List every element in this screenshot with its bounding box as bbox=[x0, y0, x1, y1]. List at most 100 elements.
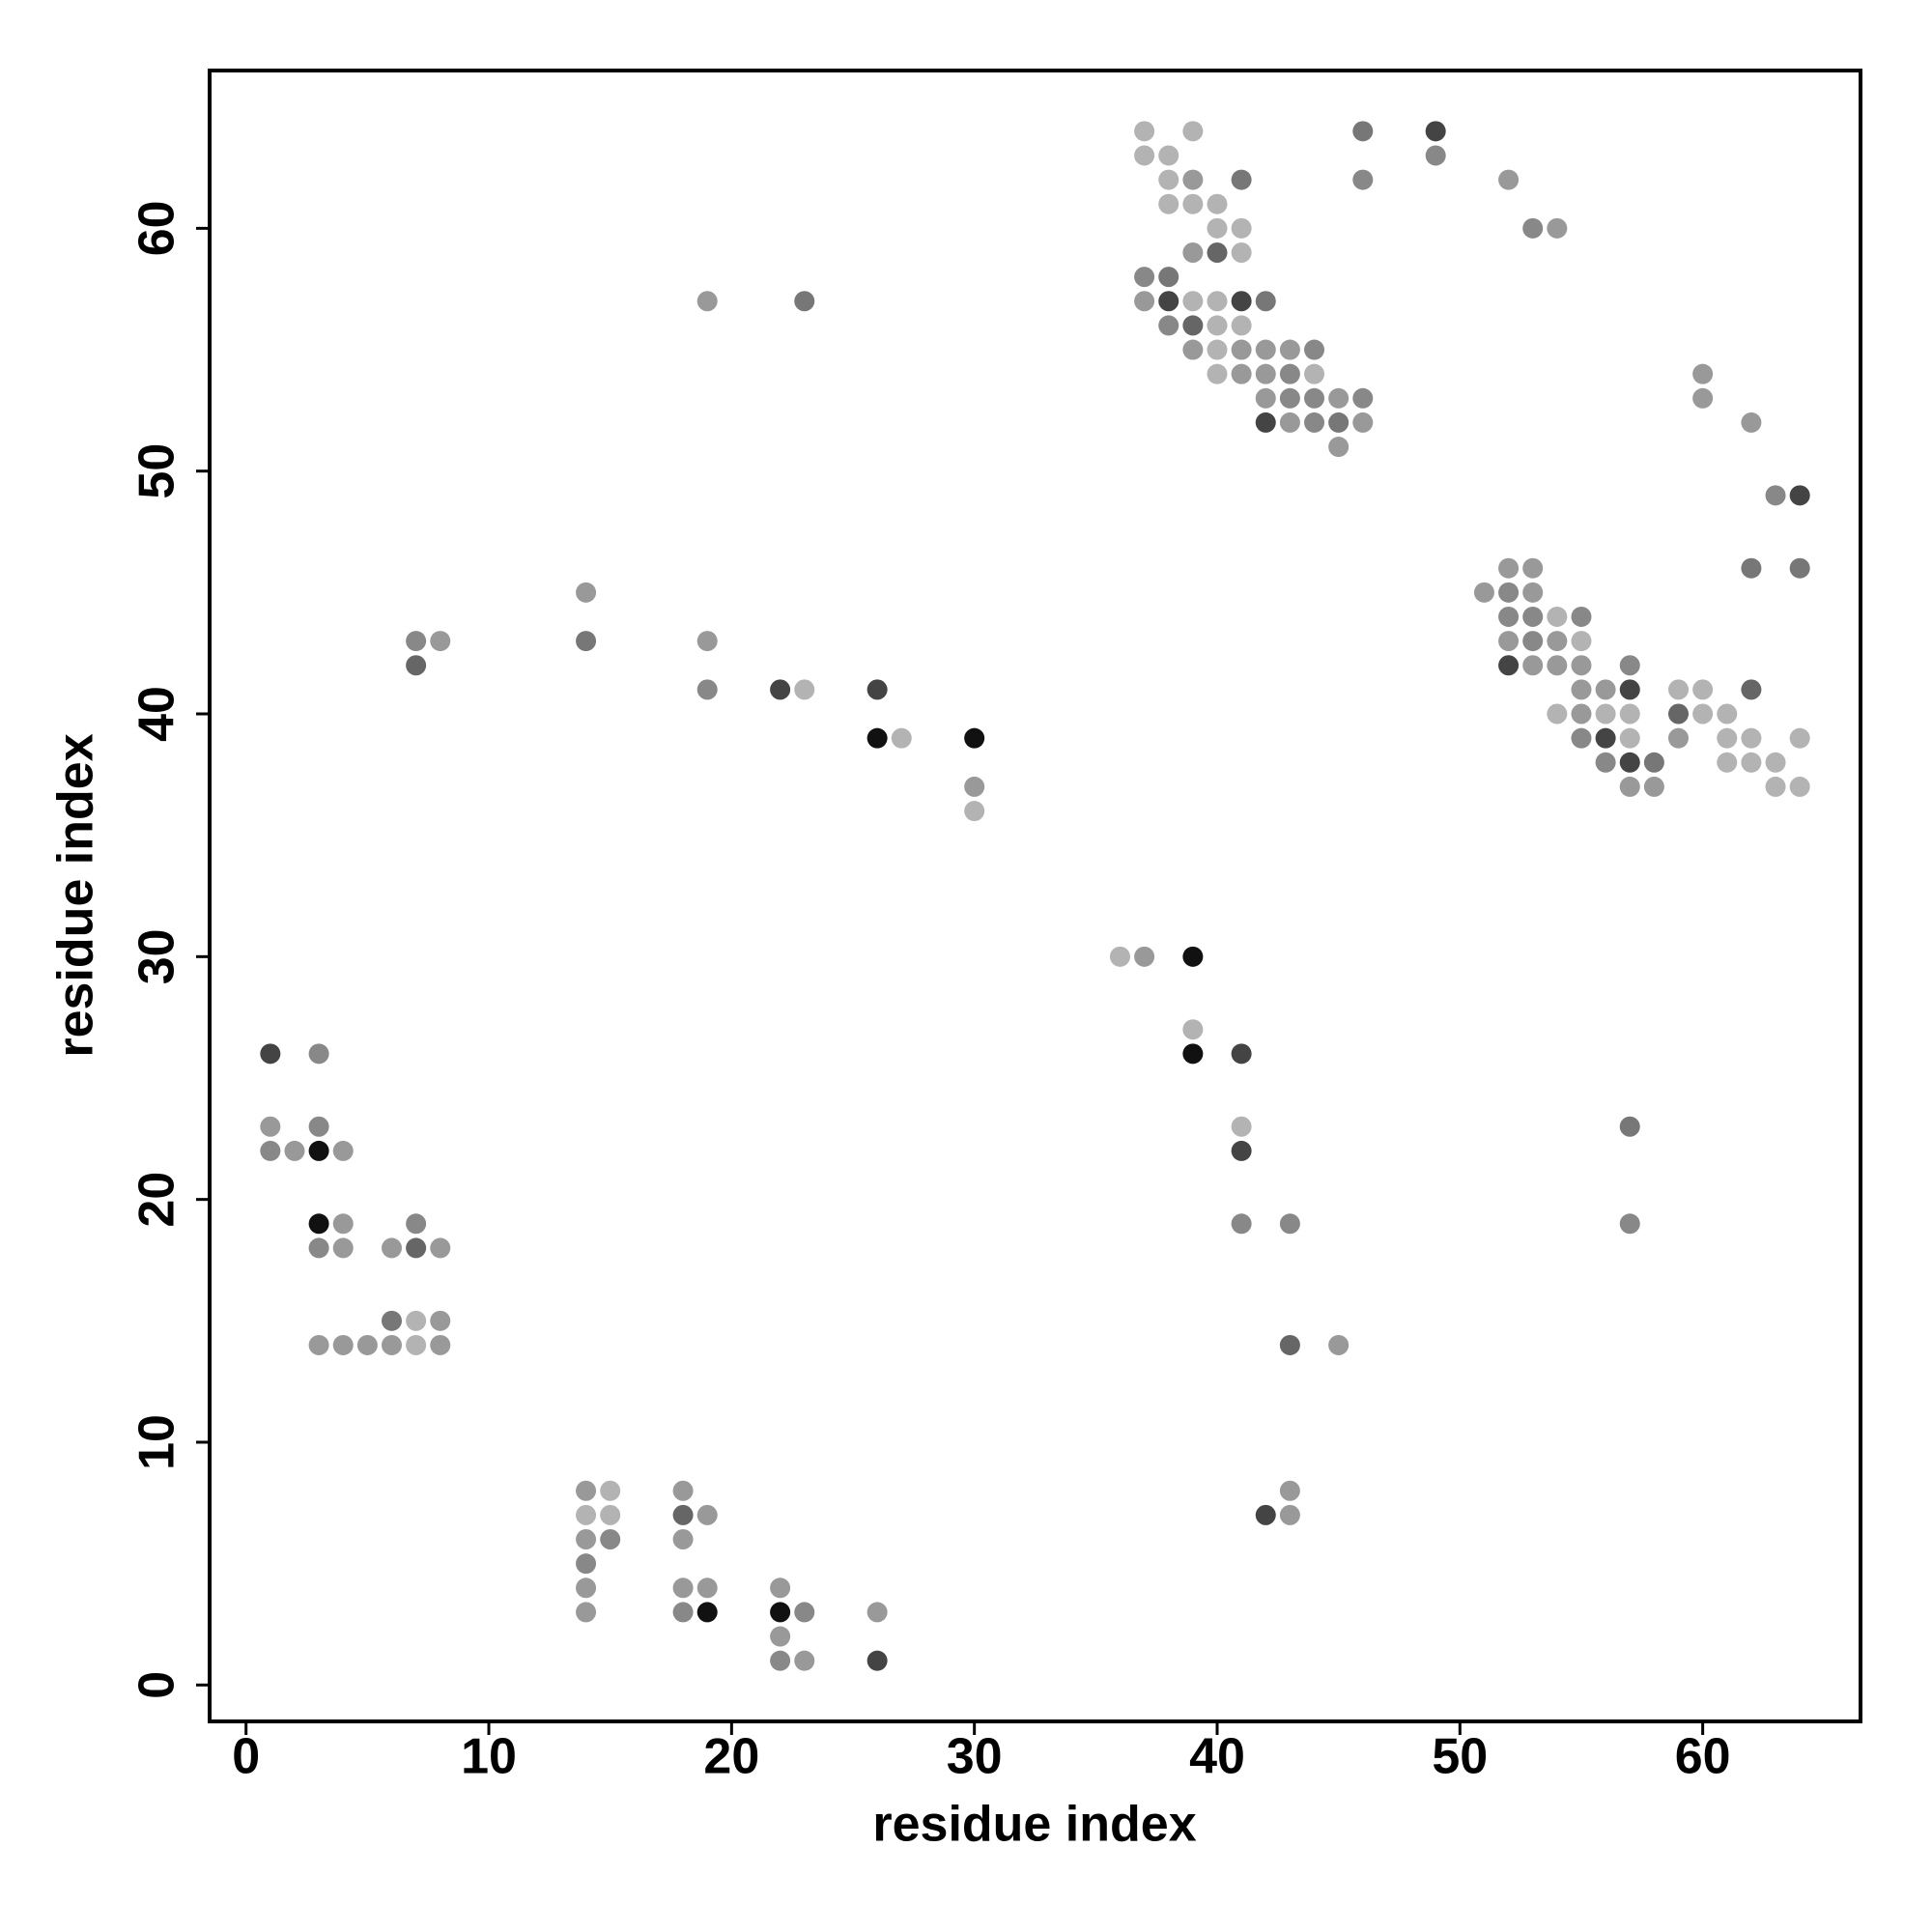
point bbox=[356, 1334, 378, 1355]
point bbox=[1158, 291, 1179, 312]
point bbox=[770, 1577, 791, 1599]
point bbox=[1134, 291, 1155, 312]
point bbox=[1619, 1213, 1640, 1235]
point bbox=[1717, 752, 1738, 773]
point bbox=[1789, 776, 1810, 797]
y-tick-label: 50 bbox=[129, 443, 185, 499]
point bbox=[430, 631, 451, 652]
point bbox=[1498, 169, 1520, 190]
point bbox=[1207, 193, 1228, 214]
point bbox=[1352, 387, 1374, 409]
point bbox=[260, 1043, 281, 1065]
point bbox=[1547, 703, 1568, 724]
point bbox=[672, 1480, 694, 1501]
point bbox=[1279, 1480, 1300, 1501]
plot-frame bbox=[208, 69, 1862, 1723]
point bbox=[406, 655, 427, 676]
point bbox=[1158, 169, 1179, 190]
point bbox=[1134, 946, 1155, 967]
point bbox=[381, 1237, 402, 1259]
point bbox=[672, 1577, 694, 1599]
point bbox=[1134, 145, 1155, 166]
point bbox=[1692, 703, 1714, 724]
point bbox=[1279, 1213, 1300, 1235]
point bbox=[1619, 752, 1640, 773]
point bbox=[696, 1577, 718, 1599]
y-tick-label: 20 bbox=[129, 1172, 185, 1228]
point bbox=[260, 1116, 281, 1137]
y-tick-label: 10 bbox=[129, 1414, 185, 1470]
point bbox=[1231, 363, 1252, 384]
y-tick-label: 0 bbox=[129, 1671, 185, 1699]
point bbox=[1182, 242, 1204, 263]
point bbox=[1231, 242, 1252, 263]
point bbox=[1231, 315, 1252, 336]
point bbox=[1498, 582, 1520, 603]
x-tick-label: 60 bbox=[1675, 1729, 1731, 1785]
point bbox=[1279, 1334, 1300, 1355]
point bbox=[696, 1602, 718, 1623]
point bbox=[1134, 121, 1155, 142]
point bbox=[1643, 752, 1664, 773]
point bbox=[1255, 339, 1276, 360]
point bbox=[1765, 752, 1786, 773]
point bbox=[1595, 727, 1616, 749]
point bbox=[576, 582, 597, 603]
point bbox=[308, 1213, 329, 1235]
point bbox=[576, 1602, 597, 1623]
y-tick-label: 60 bbox=[129, 200, 185, 256]
point bbox=[1789, 557, 1810, 579]
point bbox=[1619, 703, 1640, 724]
point bbox=[600, 1480, 621, 1501]
point bbox=[1668, 703, 1690, 724]
point bbox=[308, 1140, 329, 1161]
point bbox=[1547, 655, 1568, 676]
point bbox=[1619, 776, 1640, 797]
point bbox=[308, 1116, 329, 1137]
point bbox=[406, 1334, 427, 1355]
point bbox=[867, 727, 888, 749]
point bbox=[1207, 291, 1228, 312]
point bbox=[1741, 557, 1762, 579]
point bbox=[576, 1480, 597, 1501]
point bbox=[1522, 631, 1544, 652]
point bbox=[1522, 606, 1544, 627]
x-tick-label: 10 bbox=[461, 1729, 517, 1785]
point bbox=[284, 1140, 305, 1161]
point bbox=[1692, 387, 1714, 409]
point bbox=[1717, 727, 1738, 749]
point bbox=[964, 776, 985, 797]
point bbox=[867, 679, 888, 700]
point bbox=[1231, 217, 1252, 239]
point bbox=[308, 1043, 329, 1065]
point bbox=[1182, 339, 1204, 360]
point bbox=[576, 1553, 597, 1575]
point bbox=[1352, 169, 1374, 190]
point bbox=[1352, 412, 1374, 433]
point bbox=[1255, 387, 1276, 409]
point bbox=[1595, 679, 1616, 700]
point bbox=[1571, 631, 1592, 652]
point bbox=[770, 679, 791, 700]
point bbox=[696, 291, 718, 312]
point bbox=[1182, 193, 1204, 214]
point bbox=[600, 1504, 621, 1525]
point bbox=[1522, 582, 1544, 603]
point bbox=[1158, 315, 1179, 336]
point bbox=[1231, 339, 1252, 360]
point bbox=[794, 679, 815, 700]
point bbox=[381, 1334, 402, 1355]
point bbox=[332, 1237, 354, 1259]
point bbox=[332, 1140, 354, 1161]
point bbox=[1425, 145, 1446, 166]
point bbox=[1571, 703, 1592, 724]
point bbox=[1668, 679, 1690, 700]
point bbox=[430, 1310, 451, 1331]
point bbox=[1522, 217, 1544, 239]
point bbox=[1255, 1504, 1276, 1525]
point bbox=[1279, 363, 1300, 384]
point bbox=[1789, 727, 1810, 749]
point bbox=[794, 1602, 815, 1623]
point bbox=[1304, 412, 1325, 433]
